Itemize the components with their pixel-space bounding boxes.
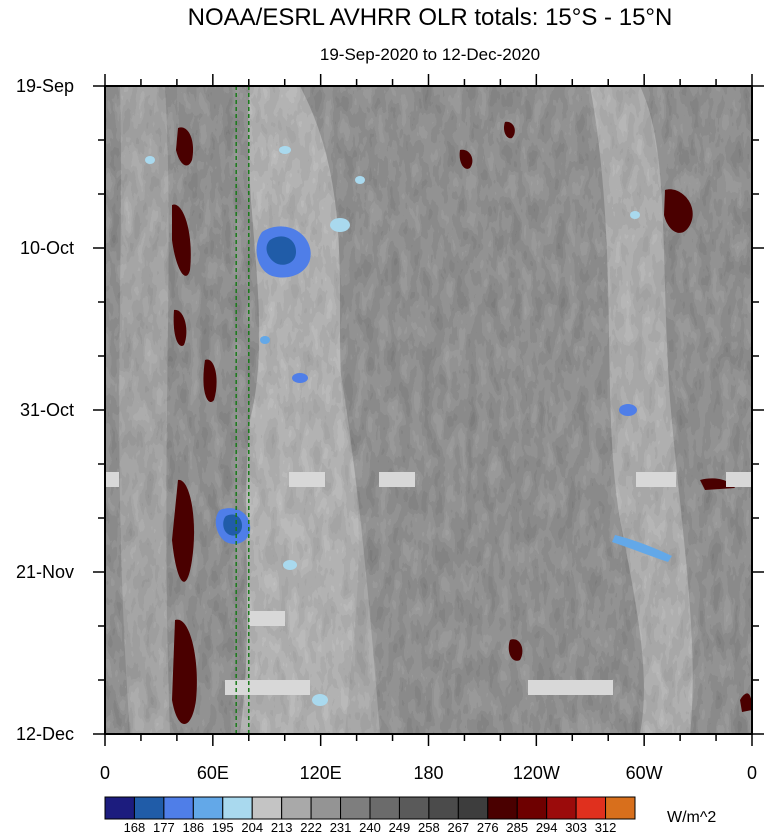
x-tick-label: 60E xyxy=(197,763,229,783)
colorbar-swatch xyxy=(369,796,400,820)
colorbar-swatch xyxy=(310,796,342,820)
colorbar-label: 240 xyxy=(359,820,381,835)
colorbar-label: 267 xyxy=(447,820,469,835)
colorbar-label: 168 xyxy=(124,820,146,835)
y-tick-label: 10-Oct xyxy=(20,238,74,258)
y-tick-label: 31-Oct xyxy=(20,400,74,420)
colorbar-swatch xyxy=(546,796,577,820)
colorbar-label: 249 xyxy=(389,820,411,835)
colorbar-label: 195 xyxy=(212,820,234,835)
x-tick-label: 120E xyxy=(300,763,342,783)
colorbar-swatch xyxy=(251,796,283,820)
axes: 0 60E 120E 180 120W 60W 0 19-Sep 10-Oct 31-Oct 21-… xyxy=(16,74,764,783)
colorbar-label: 285 xyxy=(506,820,528,835)
x-tick-label: 180 xyxy=(413,763,443,783)
x-tick-label: 120W xyxy=(513,763,560,783)
chart-subtitle: 19-Sep-2020 to 12-Dec-2020 xyxy=(320,45,540,64)
colorbar-label: 231 xyxy=(330,820,352,835)
colorbar-label: 294 xyxy=(536,820,558,835)
colorbar-swatch xyxy=(222,796,253,820)
colorbar-label: 204 xyxy=(241,820,263,835)
colorbar-swatch xyxy=(133,796,165,820)
reference-lines xyxy=(235,86,250,734)
y-tick-label: 21-Nov xyxy=(16,562,74,582)
olr-field xyxy=(105,86,752,734)
colorbar-label: 312 xyxy=(595,820,617,835)
colorbar-swatch xyxy=(398,796,430,820)
colorbar-swatch xyxy=(575,796,607,820)
colorbar-label: 276 xyxy=(477,820,499,835)
colorbar-swatch xyxy=(428,796,459,820)
colorbar-label: 213 xyxy=(271,820,293,835)
colorbar-label: 222 xyxy=(300,820,322,835)
colorbar-swatch xyxy=(516,796,548,820)
chart-title: NOAA/ESRL AVHRR OLR totals: 15°S - 15°N xyxy=(188,4,673,31)
colorbar-label: 303 xyxy=(565,820,587,835)
x-tick-label: 0 xyxy=(100,763,110,783)
colorbar-label: 258 xyxy=(418,820,440,835)
y-tick-label: 19-Sep xyxy=(16,76,74,96)
colorbar-swatch xyxy=(605,796,636,820)
colorbar: 168 177 186 195 204 213 222 231 240 249 258 267 276 2… xyxy=(104,796,636,835)
x-tick-label: 60W xyxy=(626,763,663,783)
colorbar-swatch xyxy=(163,796,194,820)
colorbar-swatch xyxy=(340,796,371,820)
colorbar-label: 186 xyxy=(182,820,204,835)
colorbar-swatch xyxy=(104,796,135,820)
colorbar-swatch xyxy=(487,796,518,820)
colorbar-swatch xyxy=(192,796,224,820)
y-tick-label: 12-Dec xyxy=(16,724,74,744)
x-tick-label: 0 xyxy=(747,763,757,783)
colorbar-unit: W/m^2 xyxy=(667,809,716,826)
colorbar-swatch xyxy=(281,796,312,820)
colorbar-label: 177 xyxy=(153,820,175,835)
colorbar-swatch xyxy=(457,796,489,820)
